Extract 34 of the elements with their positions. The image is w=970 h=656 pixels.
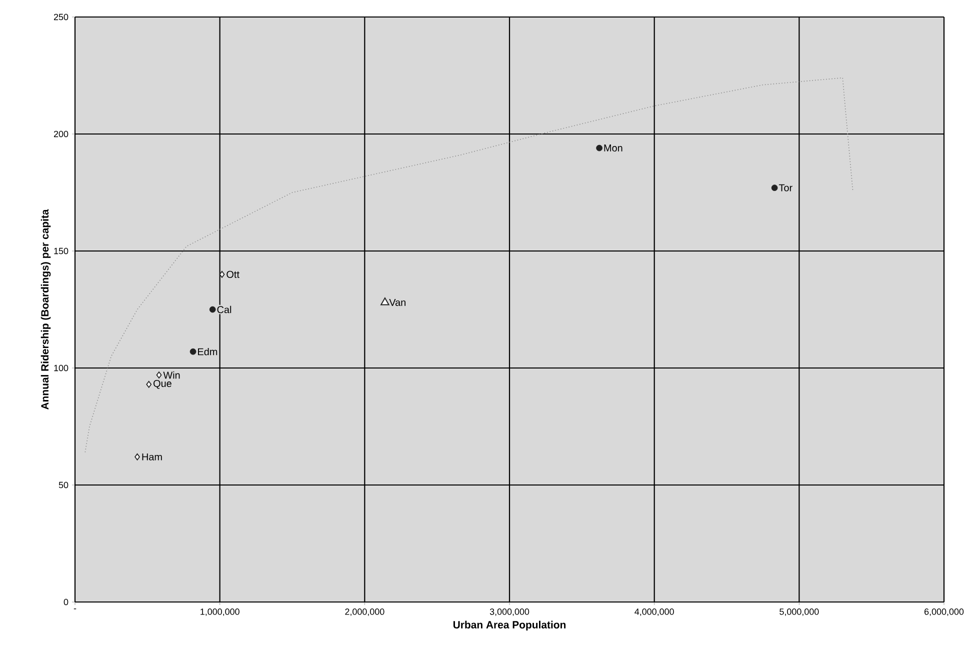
annotation: Cal [217,306,232,314]
point [209,306,216,313]
annotation: Van [389,298,406,306]
annotation: Edm [198,348,218,356]
y-tick-label: 200 [54,130,68,138]
annotation: Ott [226,270,240,278]
point [771,184,778,192]
point [190,348,196,355]
point [134,453,140,460]
point [146,380,152,388]
x-tick-label: 1,000,000 [200,608,240,616]
annotation: Win [163,371,180,379]
y-axis-title: Annual Ridership (Boardings) per capita [40,209,51,410]
point [156,372,162,378]
x-tick-label: 5,000,000 [780,608,819,616]
x-tick-label: 3,000,000 [490,608,530,616]
x-axis-title: Urban Area Population [453,620,566,631]
x-tick-label: - [74,608,76,610]
y-tick-label: 0 [64,598,68,606]
annotation: Que [154,380,172,389]
annotation: Ham [142,453,162,460]
x-tick-label: 4,000,000 [634,608,674,616]
y-tick-label: 100 [54,364,68,372]
point [219,270,225,278]
annotation: Tor [778,184,792,192]
annotation: Mon [604,144,622,152]
y-tick-label: 250 [54,14,68,20]
x-tick-label: 2,000,000 [345,608,384,616]
point [380,297,390,306]
y-tick-label: 150 [54,248,68,254]
y-tick-label: 50 [58,482,68,488]
point [596,144,602,152]
line-series [84,77,854,453]
x-tick-label: 6,000,000 [924,608,964,616]
